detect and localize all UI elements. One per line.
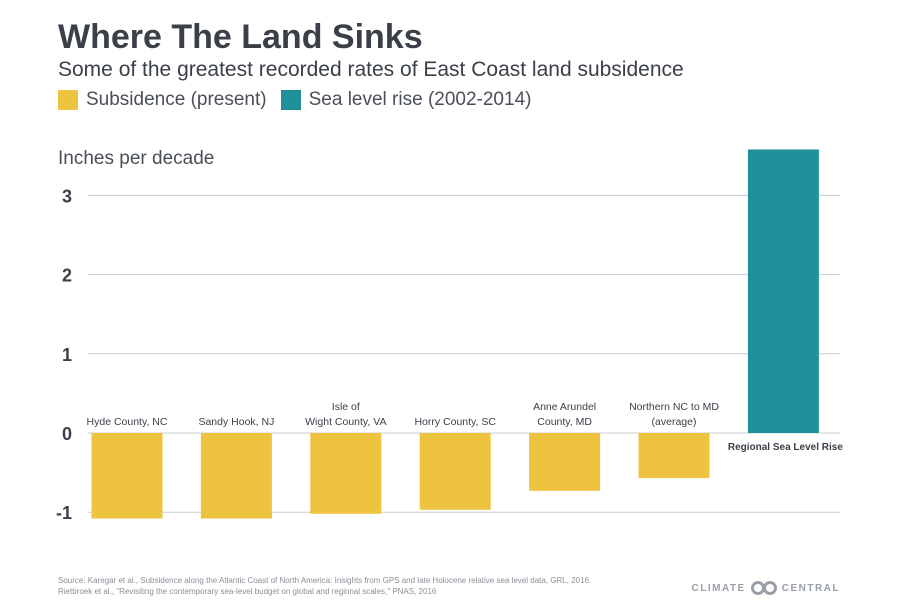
bar	[529, 433, 601, 491]
brand-text-left: CLIMATE	[691, 582, 746, 594]
legend-swatch-sea-level-rise	[280, 90, 301, 110]
category-label: Hyde County, NC	[87, 416, 168, 428]
logo-mark-icon	[750, 581, 777, 595]
legend-swatch-subsidence	[58, 90, 78, 110]
category-label: Horry County, SC	[414, 416, 496, 428]
source-line-2: Rietbroek et al., "Revisiting the contem…	[58, 587, 437, 596]
y-axis-label: Inches per decade	[58, 148, 215, 169]
category-label: Northern NC to MD	[629, 401, 719, 413]
bar	[747, 149, 819, 434]
climate-central-logo: CLIMATE CENTRAL	[692, 581, 840, 595]
bar	[638, 433, 710, 479]
bar	[310, 433, 382, 514]
bar	[200, 433, 272, 519]
legend: Subsidence (present) Sea level rise (200…	[58, 89, 545, 111]
category-label: Regional Sea Level Rise	[728, 442, 843, 453]
legend-label-subsidence: Subsidence (present)	[86, 89, 267, 110]
y-tick-label: 0	[62, 424, 72, 444]
chart-subtitle: Some of the greatest recorded rates of E…	[58, 58, 684, 81]
bar	[419, 433, 491, 510]
category-label: Isle of	[332, 401, 360, 413]
legend-item-sea-level-rise: Sea level rise (2002-2014)	[280, 89, 532, 111]
y-tick-label: 2	[62, 266, 72, 286]
bar	[91, 433, 163, 519]
category-label: County, MD	[537, 416, 592, 428]
category-label: Anne Arundel	[533, 401, 596, 413]
legend-item-subsidence: Subsidence (present)	[58, 89, 267, 111]
category-label: (average)	[652, 416, 697, 428]
category-label: Sandy Hook, NJ	[198, 416, 274, 428]
category-label: Wight County, VA	[305, 416, 386, 428]
source-note: Source: Karegar et al., Subsidence along…	[58, 575, 591, 597]
brand-text-right: CENTRAL	[781, 582, 840, 594]
y-tick-label: -1	[56, 503, 72, 523]
legend-label-sea-level-rise: Sea level rise (2002-2014)	[308, 89, 532, 110]
source-line-1: Source: Karegar et al., Subsidence along…	[58, 576, 592, 585]
chart-title: Where The Land Sinks	[58, 18, 423, 56]
y-tick-label: 1	[62, 345, 72, 365]
y-tick-label: 3	[62, 186, 72, 206]
